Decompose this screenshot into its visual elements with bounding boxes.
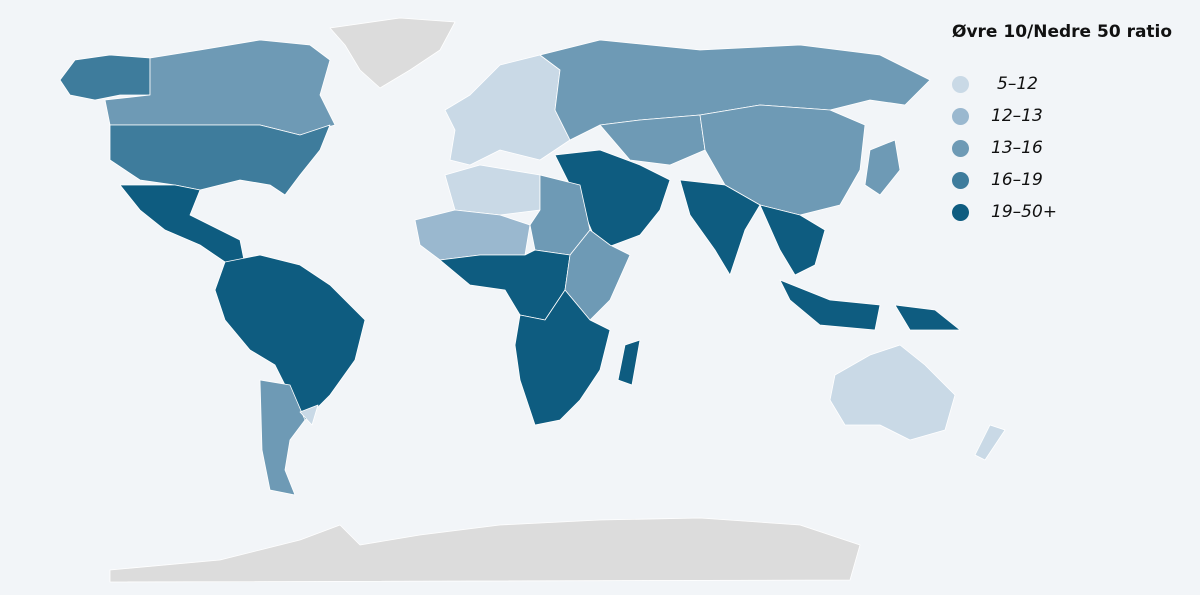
legend-label: 12–13	[991, 106, 1043, 126]
region-alaska	[59, 54, 151, 101]
region-canada	[104, 39, 336, 136]
region-china	[699, 104, 866, 216]
legend-swatch	[952, 171, 969, 189]
region-europe	[444, 54, 571, 166]
region-madagascar	[617, 339, 641, 386]
legend-swatch	[952, 139, 969, 157]
legend: Øvre 10/Nedre 50 ratio 5–12 12–13 13–16 …	[952, 22, 1172, 228]
region-papua-new-guinea	[894, 304, 961, 331]
region-greenland	[329, 17, 456, 89]
region-antarctica	[109, 517, 861, 583]
legend-title: Øvre 10/Nedre 50 ratio	[952, 22, 1173, 42]
region-uruguay	[299, 404, 319, 426]
legend-label: 5–12	[997, 74, 1038, 94]
region-japan	[864, 139, 901, 196]
region-united-states	[109, 124, 331, 196]
legend-label: 16–19	[991, 170, 1043, 190]
region-argentina	[259, 379, 306, 496]
legend-item: 12–13	[952, 100, 1172, 132]
region-india	[679, 179, 761, 276]
legend-label: 13–16	[991, 138, 1043, 158]
legend-label: 19–50+	[991, 202, 1058, 222]
region-southern-africa	[514, 289, 611, 426]
legend-item: 16–19	[952, 164, 1172, 196]
region-new-zealand	[974, 424, 1006, 461]
region-west-central-africa	[439, 249, 571, 321]
region-southeast-asia	[759, 204, 826, 276]
region-australia	[829, 344, 956, 441]
legend-item: 13–16	[952, 132, 1172, 164]
legend-item: 19–50+	[952, 196, 1172, 228]
legend-swatch	[952, 107, 969, 125]
region-north-africa-west	[444, 164, 541, 216]
region-sahel	[414, 209, 531, 261]
region-indonesia	[779, 279, 881, 331]
region-mexico-central-america	[119, 184, 246, 266]
legend-swatch	[952, 203, 969, 221]
legend-item: 5–12	[952, 68, 1172, 100]
legend-swatch	[952, 75, 969, 93]
